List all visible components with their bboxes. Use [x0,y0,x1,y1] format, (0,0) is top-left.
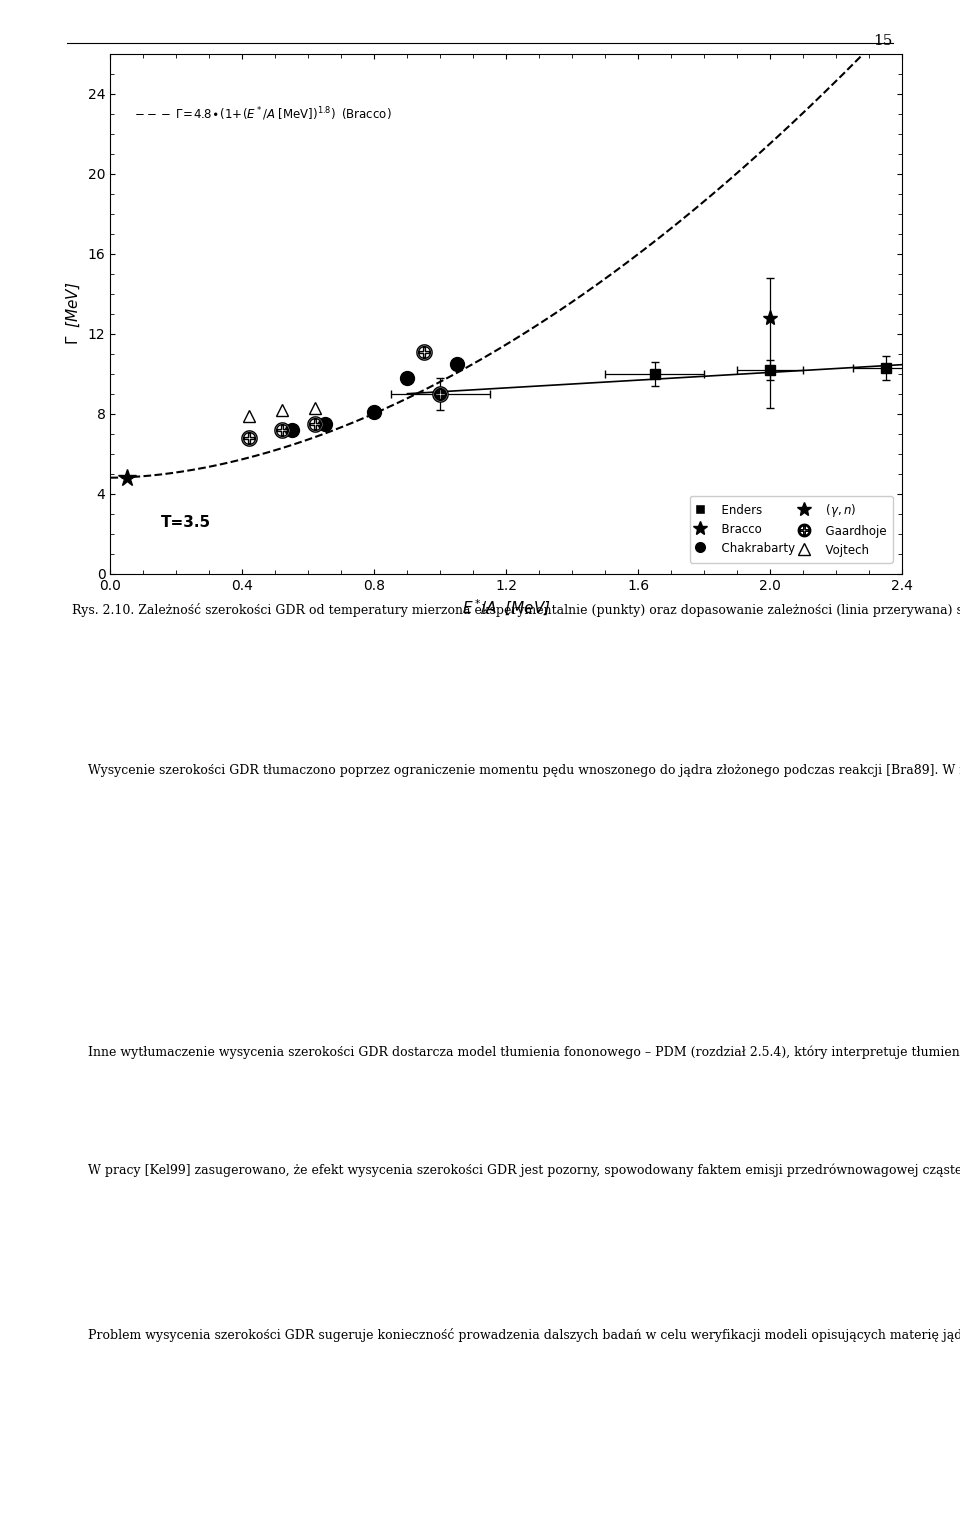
Text: Problem wysycenia szerokości GDR sugeruje konieczność prowadzenia dalszych badań: Problem wysycenia szerokości GDR sugeruj… [72,1328,960,1342]
Text: T=3.5: T=3.5 [160,516,210,529]
Text: $---\;\Gamma\!=\!4.8\!\bullet\!(1\!+\!(E^*/A\;[\mathrm{MeV}])^{1.8})\;\;(\mathrm: $---\;\Gamma\!=\!4.8\!\bullet\!(1\!+\!(E… [134,106,392,124]
Text: Inne wytłumaczenie wysycenia szerokości GDR dostarcza model tłumienia fononowego: Inne wytłumaczenie wysycenia szerokości … [72,1045,960,1059]
Text: Rys. 2.10. Zależność szerokości GDR od temperatury mierzona eksperymentalnie (pu: Rys. 2.10. Zależność szerokości GDR od t… [72,603,960,617]
Text: W pracy [Kel99] zasugerowano, że efekt wysycenia szerokości GDR jest pozorny, sp: W pracy [Kel99] zasugerowano, że efekt w… [72,1163,960,1177]
X-axis label: $E^*\!/A\;$ [MeV]: $E^*\!/A\;$ [MeV] [462,598,551,618]
Text: Wysycenie szerokości GDR tłumaczono poprzez ograniczenie momentu pędu wnoszonego: Wysycenie szerokości GDR tłumaczono popr… [72,763,960,777]
Y-axis label: $\Gamma\;$ [MeV]: $\Gamma\;$ [MeV] [65,282,83,346]
Legend:   Enders,   Bracco,   Chakrabarty,   $(\gamma,n)$,   Gaardhoje,   Vojtech: Enders, Bracco, Chakrabarty, $(\gamma,n)… [689,496,893,563]
Text: 15: 15 [874,34,893,47]
Text: T=2.5: T=2.5 [838,516,888,529]
